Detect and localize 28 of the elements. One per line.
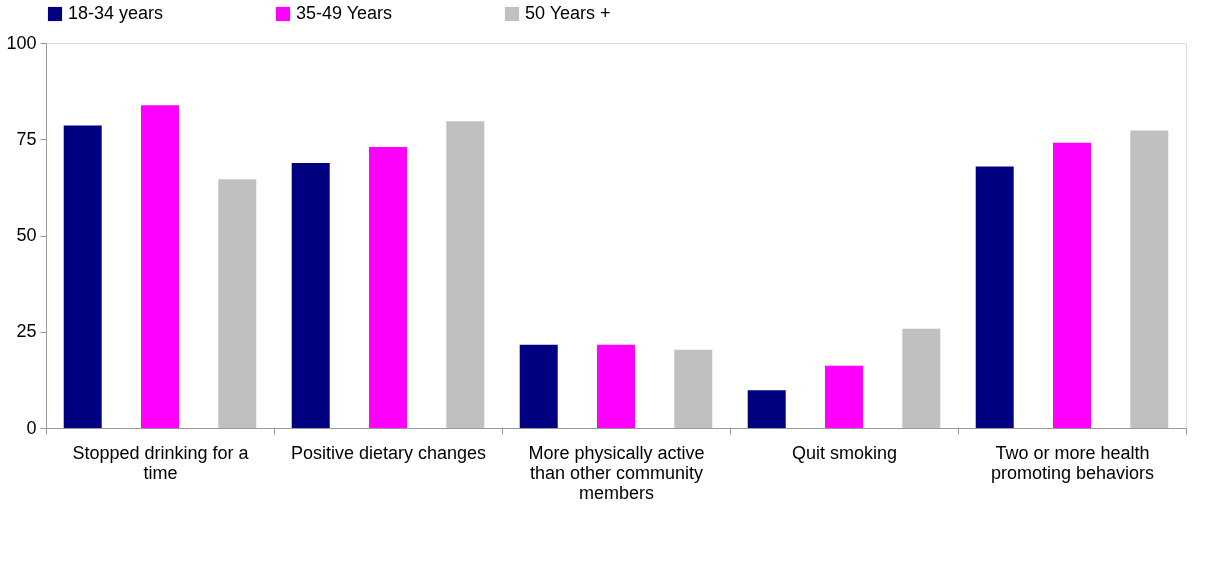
bar [369, 146, 407, 428]
bar [747, 390, 786, 428]
bar [1130, 130, 1169, 428]
y-tick-label: 75 [16, 128, 37, 149]
bar [141, 105, 179, 428]
legend-label: 35-49 Years [296, 3, 393, 23]
bar [63, 125, 102, 428]
legend-label: 50 Years + [525, 3, 611, 23]
x-tick-label: More physically active than other community members [528, 442, 705, 503]
bar [825, 365, 863, 428]
bar [446, 121, 485, 428]
bar [1053, 142, 1091, 428]
y-tick-label: 0 [26, 417, 37, 438]
bar [902, 328, 941, 428]
y-tick-label: 50 [16, 225, 37, 245]
x-tick-label: Two or more health promoting behaviors [990, 442, 1155, 483]
x-tick-label: Stopped drinking for a time [72, 442, 250, 483]
legend-label: 18-34 years [68, 3, 164, 23]
bar [291, 163, 330, 428]
y-tick-label: 25 [16, 321, 37, 342]
x-tick-label: Quit smoking [791, 442, 898, 463]
bar [975, 166, 1014, 428]
bar [597, 344, 635, 428]
bar [519, 344, 558, 428]
y-tick-label: 100 [6, 32, 37, 53]
bar [218, 179, 257, 428]
x-tick-label: Positive dietary changes [290, 442, 487, 463]
bar [674, 349, 713, 428]
